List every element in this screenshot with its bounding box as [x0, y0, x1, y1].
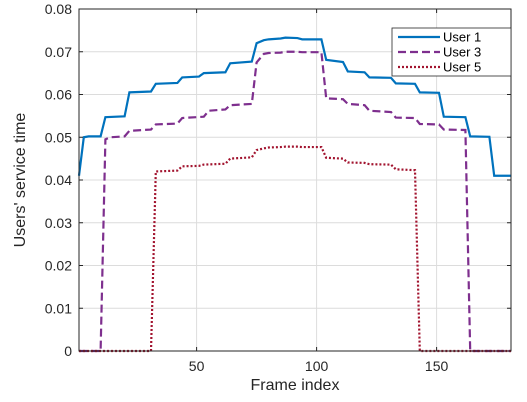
- y-axis-label: Users' service time: [12, 113, 29, 248]
- y-tick-label: 0.07: [45, 44, 72, 60]
- series-line-user-3: [79, 50, 511, 353]
- y-tick-label: 0.02: [45, 258, 72, 274]
- legend-entry-label: User 3: [443, 45, 481, 60]
- y-tick-label: 0.03: [45, 215, 72, 231]
- x-tick-label: 50: [189, 358, 205, 374]
- x-tick-label: 100: [305, 358, 329, 374]
- series-line-user-1: [77, 36, 511, 177]
- y-tick-label: 0.08: [45, 1, 72, 17]
- legend-entry-label: User 1: [443, 30, 481, 45]
- x-axis-label: Frame index: [251, 377, 340, 394]
- x-tick-label: 150: [425, 358, 449, 374]
- series-lines: [77, 36, 511, 353]
- y-tick-label: 0.04: [45, 172, 72, 188]
- y-tick-label: 0.01: [45, 300, 72, 316]
- axis-ticks: 50 100 150 0 0.01 0.02 0.03 0.04 0.05 0.06 0.07 0.0…: [45, 1, 511, 374]
- series-line-user-5: [79, 145, 511, 353]
- y-tick-label: 0.05: [45, 129, 72, 145]
- y-tick-label: 0.06: [45, 87, 72, 103]
- y-tick-label: 0: [64, 343, 72, 359]
- legend-entry-label: User 5: [443, 60, 481, 75]
